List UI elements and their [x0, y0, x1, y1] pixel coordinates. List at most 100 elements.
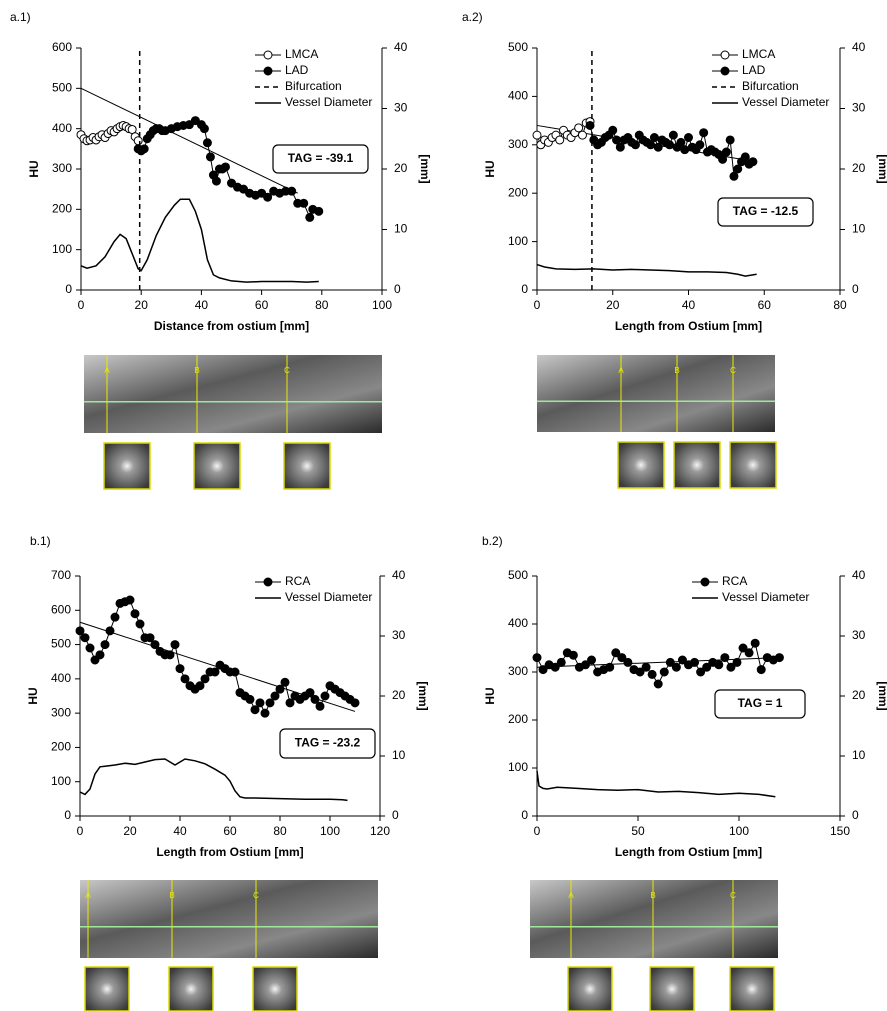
cross-section [618, 442, 664, 488]
y2-tick-label: 10 [852, 748, 866, 762]
series-line [80, 759, 348, 800]
y2-tick-label: 0 [392, 808, 399, 822]
trendline [81, 88, 298, 193]
section-label: A [104, 366, 110, 375]
y-tick-label: 200 [52, 202, 72, 216]
section-label: B [194, 366, 199, 375]
panel-label: b.2) [482, 534, 503, 548]
y2-axis-title: [mm] [418, 154, 432, 183]
legend-marker [264, 51, 272, 59]
data-point [726, 136, 734, 144]
data-point [606, 663, 614, 671]
data-point [721, 654, 729, 662]
data-point [196, 682, 204, 690]
data-point [757, 666, 765, 674]
y-tick-label: 200 [508, 185, 528, 199]
y2-tick-label: 0 [852, 808, 859, 822]
data-point [261, 709, 269, 717]
panel-label: b.1) [30, 534, 51, 548]
y2-axis-title: [mm] [876, 154, 887, 183]
data-point [81, 634, 89, 642]
data-point [631, 141, 639, 149]
data-point [264, 193, 272, 201]
data-point [106, 627, 114, 635]
data-point [672, 663, 680, 671]
y-axis-title: HU [483, 687, 497, 704]
y-axis-title: HU [27, 160, 41, 177]
data-point [311, 695, 319, 703]
x-tick-label: 100 [372, 298, 392, 312]
y2-tick-label: 40 [852, 568, 866, 582]
cross-section [85, 967, 129, 1011]
data-point [696, 141, 704, 149]
data-point [647, 141, 655, 149]
series-line [537, 265, 757, 276]
series-line [537, 771, 775, 797]
data-point [281, 678, 289, 686]
y2-tick-label: 40 [392, 568, 406, 582]
data-point [203, 139, 211, 147]
data-point [315, 207, 323, 215]
data-point [648, 670, 656, 678]
y-tick-label: 700 [51, 568, 71, 582]
legend-label: RCA [722, 574, 747, 588]
cross-section [674, 442, 720, 488]
data-point [642, 663, 650, 671]
x-tick-label: 60 [223, 824, 237, 838]
y-tick-label: 0 [65, 282, 72, 296]
data-point [181, 675, 189, 683]
y-tick-label: 300 [52, 161, 72, 175]
data-point [266, 699, 274, 707]
data-point [276, 685, 284, 693]
x-tick-label: 120 [370, 824, 390, 838]
y-tick-label: 400 [52, 121, 72, 135]
x-tick-label: 100 [729, 824, 749, 838]
y2-tick-label: 40 [394, 40, 408, 54]
y2-tick-label: 30 [852, 101, 866, 115]
section-label: C [730, 366, 736, 375]
data-point [306, 689, 314, 697]
cross-section [650, 967, 694, 1011]
data-point [201, 675, 209, 683]
data-point [691, 658, 699, 666]
y2-tick-label: 30 [394, 101, 408, 115]
x-tick-label: 20 [135, 298, 149, 312]
data-point [588, 656, 596, 664]
y2-tick-label: 10 [394, 222, 408, 236]
data-point [749, 158, 757, 166]
x-tick-label: 80 [315, 298, 329, 312]
cross-section [253, 967, 297, 1011]
data-point [111, 613, 119, 621]
data-point [166, 651, 174, 659]
x-tick-label: 150 [830, 824, 850, 838]
x-tick-label: 20 [123, 824, 137, 838]
x-tick-label: 0 [77, 824, 84, 838]
data-point [171, 641, 179, 649]
y-tick-label: 300 [508, 664, 528, 678]
y-tick-label: 500 [508, 568, 528, 582]
legend-label: LAD [285, 63, 309, 77]
data-point [685, 134, 693, 142]
y-tick-label: 0 [521, 808, 528, 822]
annotation: TAG = -12.5 [733, 204, 799, 218]
section-label: B [169, 891, 174, 900]
data-point [176, 665, 184, 673]
data-point [775, 654, 783, 662]
y-tick-label: 100 [51, 774, 71, 788]
legend-label: Vessel Diameter [285, 95, 372, 109]
section-label: C [284, 366, 290, 375]
data-point [246, 695, 254, 703]
legend-label: Bifurcation [742, 79, 799, 93]
data-point [715, 661, 723, 669]
data-point [140, 145, 148, 153]
y2-tick-label: 20 [852, 161, 866, 175]
cross-section [568, 967, 612, 1011]
legend-label: Vessel Diameter [285, 590, 372, 604]
data-point [722, 148, 730, 156]
x-tick-label: 60 [758, 298, 772, 312]
data-point [616, 143, 624, 151]
data-point [300, 199, 308, 207]
legend-marker [721, 67, 729, 75]
data-point [609, 126, 617, 134]
y2-tick-label: 20 [394, 161, 408, 175]
